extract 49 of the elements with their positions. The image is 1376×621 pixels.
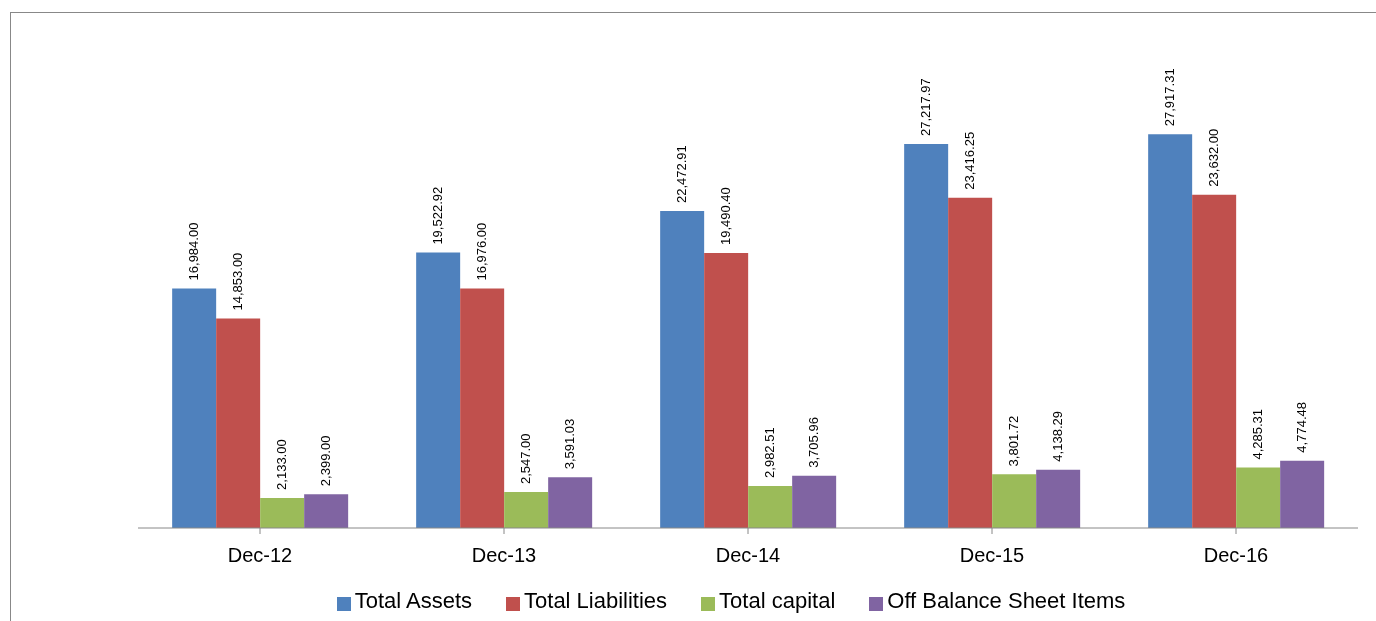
legend-label: Total capital [719, 588, 836, 613]
bar [504, 492, 549, 528]
x-tick-label: Dec-12 [227, 544, 293, 567]
data-label: 16,976.00 [474, 222, 490, 281]
bar [992, 474, 1037, 528]
x-tick-label: Dec-16 [1203, 544, 1269, 567]
bar [948, 197, 993, 528]
bar [548, 477, 593, 528]
bar [172, 288, 217, 528]
bar [416, 252, 461, 528]
bar [1280, 460, 1325, 528]
legend-label: Off Balance Sheet Items [887, 588, 1126, 613]
data-label: 3,801.72 [1006, 415, 1022, 467]
bar [904, 144, 949, 528]
x-tick-label: Dec-15 [959, 544, 1025, 567]
data-label: 22,472.91 [674, 145, 690, 203]
data-label: 19,522.92 [430, 186, 446, 245]
data-label: 3,591.03 [562, 418, 578, 470]
bar [460, 288, 505, 528]
data-label: 4,774.48 [1294, 402, 1310, 453]
data-label: 23,632.00 [1206, 128, 1222, 187]
legend-label: Total Assets [354, 588, 473, 613]
bar [304, 494, 349, 528]
data-label: 2,982.51 [762, 427, 778, 478]
bar [1148, 134, 1193, 528]
data-label: 4,138.29 [1050, 411, 1066, 462]
data-label: 2,547.00 [518, 433, 534, 485]
data-label: 23,416.25 [962, 131, 978, 190]
data-label: 2,133.00 [274, 439, 290, 490]
data-label: 14,853.00 [230, 252, 246, 311]
bar [792, 475, 837, 528]
data-label: 3,705.96 [806, 417, 822, 468]
x-tick-label: Dec-13 [471, 544, 537, 567]
x-tick-label: Dec-14 [715, 544, 781, 567]
bar [1236, 467, 1281, 528]
bar [1192, 194, 1237, 528]
bar [1036, 469, 1081, 528]
bar [660, 211, 705, 528]
bar [704, 253, 749, 528]
data-label: 27,217.97 [918, 78, 934, 137]
data-label: 19,490.40 [718, 187, 734, 246]
data-label: 16,984.00 [186, 222, 202, 281]
legend-label: Total Liabilities [524, 588, 668, 613]
data-label: 27,917.31 [1162, 68, 1178, 127]
data-label: 2,399.00 [318, 435, 334, 487]
bar [748, 485, 793, 528]
bar [260, 497, 305, 528]
bar [216, 318, 261, 528]
data-label: 4,285.31 [1250, 408, 1266, 460]
